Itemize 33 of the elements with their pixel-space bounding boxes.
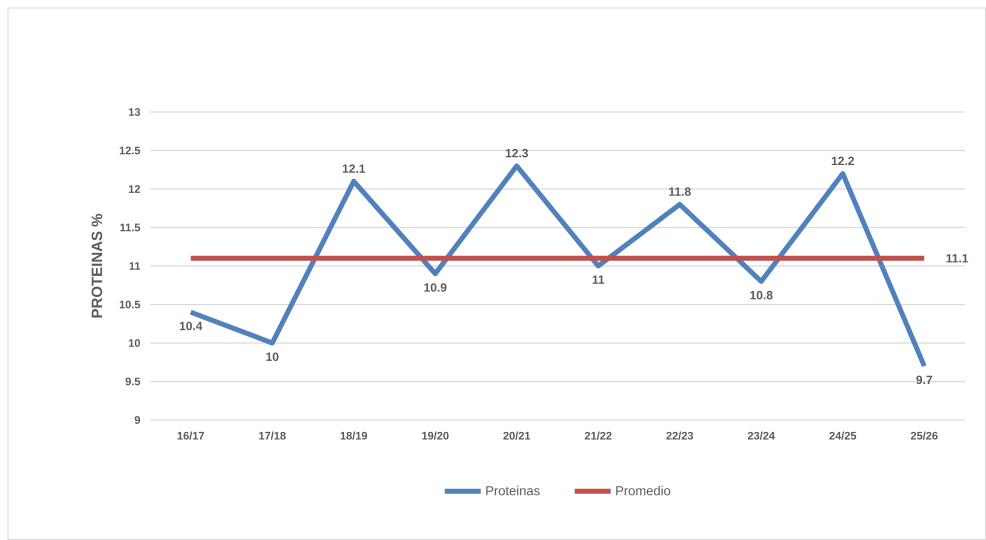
data-label: 11	[592, 276, 604, 284]
data-label: 10	[266, 352, 278, 362]
y-tick-label: 9	[134, 416, 140, 424]
data-label: 10.8	[750, 290, 773, 300]
data-label: 11.1	[946, 254, 968, 262]
y-axis-title: PROTEINAS %	[92, 214, 102, 318]
x-tick-label: 20/21	[503, 432, 530, 440]
data-label: 12.1	[342, 164, 366, 173]
x-tick-label: 21/22	[584, 432, 612, 440]
y-tick-label: 13	[128, 108, 140, 116]
y-tick-label: 10.5	[120, 300, 140, 308]
y-tick-label: 10	[128, 339, 140, 347]
y-tick-label: 11.5	[120, 224, 140, 232]
x-tick-label: 18/19	[340, 432, 368, 440]
x-tick-label: 23/24	[748, 432, 775, 440]
legend-label: Proteinas	[486, 486, 540, 496]
y-tick-label: 12.5	[120, 146, 140, 154]
x-tick-label: 25/26	[910, 432, 938, 440]
x-tick-label: 19/20	[422, 432, 449, 440]
x-tick-label: 22/23	[666, 432, 694, 440]
x-tick-label: 16/17	[178, 432, 204, 440]
y-tick-label: 11	[130, 262, 140, 270]
y-tick-label: 9.5	[126, 378, 140, 386]
x-tick-label: 24/25	[829, 432, 856, 440]
x-tick-label: 17/18	[259, 432, 286, 440]
data-label: 12.2	[832, 156, 854, 166]
data-label: 11.8	[669, 187, 691, 196]
legend-label: Promedio	[616, 486, 670, 496]
data-label: 10.9	[424, 283, 446, 292]
data-label: 9.7	[916, 376, 932, 384]
data-label: 10.4	[180, 322, 202, 330]
data-label: 12.3	[506, 148, 528, 158]
y-tick-label: 12	[128, 185, 140, 193]
